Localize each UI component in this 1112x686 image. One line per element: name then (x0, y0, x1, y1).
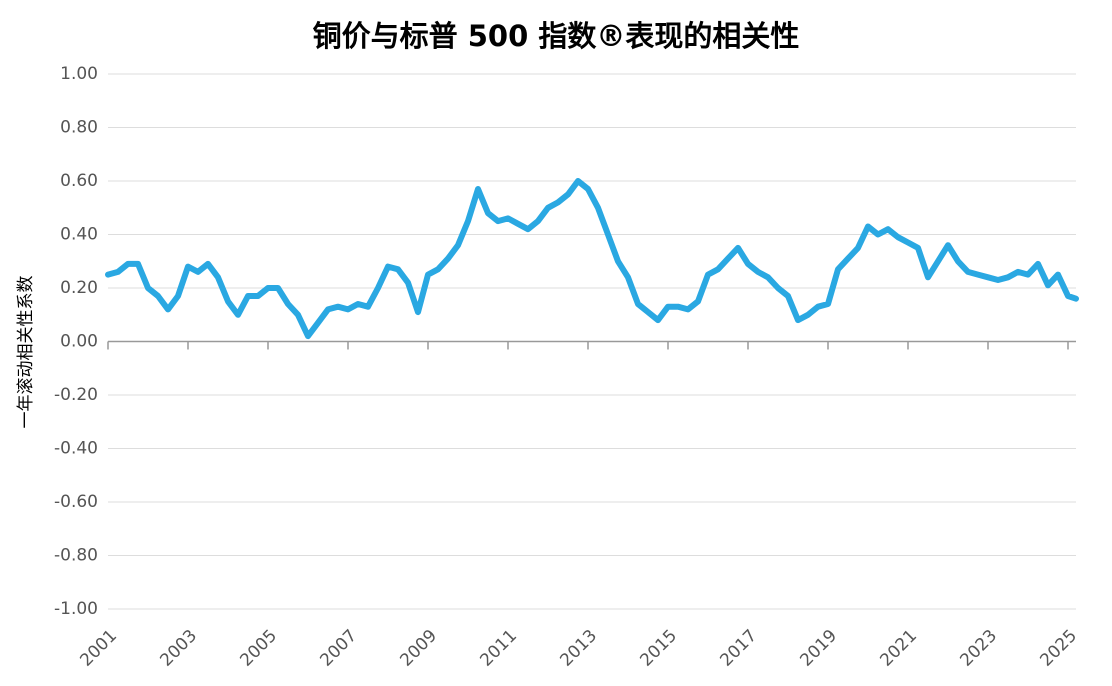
y-tick-label: 0.20 (60, 278, 98, 298)
data-line (105, 178, 1079, 340)
x-tick-label: 2003 (156, 626, 201, 671)
y-axis-label: 一年滚动相关性系数 (16, 276, 36, 429)
y-tick-label: 0.80 (60, 118, 98, 138)
y-tick-label: -0.20 (54, 385, 98, 405)
y-tick-label: -0.40 (54, 439, 98, 459)
y-tick-label: -0.60 (54, 492, 98, 512)
y-tick-label: 0.00 (60, 332, 98, 352)
x-tick-label: 2025 (1036, 626, 1081, 671)
x-tick-label: 2015 (636, 626, 681, 671)
y-tick-label: 1.00 (60, 64, 98, 84)
x-tick-label: 2023 (956, 626, 1001, 671)
y-tick-label: 0.40 (60, 225, 98, 245)
x-tick-label: 2019 (796, 626, 841, 671)
x-tick-label: 2001 (76, 626, 121, 671)
x-tick-label: 2017 (716, 626, 761, 671)
y-tick-label: -0.80 (54, 546, 98, 566)
x-tick-label: 2011 (476, 626, 521, 671)
x-tick-label: 2007 (316, 626, 361, 671)
x-tick-label: 2009 (396, 626, 441, 671)
x-tick-label: 2005 (236, 626, 281, 671)
x-tick-label: 2021 (876, 626, 921, 671)
chart-title: 铜价与标普 500 指数®表现的相关性 (313, 19, 800, 53)
y-tick-label: -1.00 (54, 599, 98, 619)
y-tick-label: 0.60 (60, 171, 98, 191)
x-tick-label: 2013 (556, 626, 601, 671)
